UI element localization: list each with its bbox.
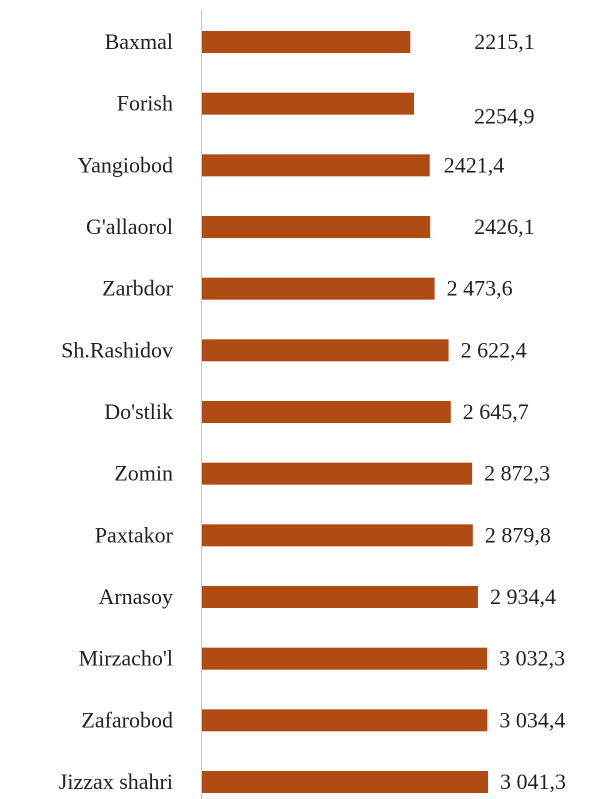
category-label: Jizzax shahri — [59, 769, 173, 794]
bar — [202, 524, 473, 547]
value-label: 2 934,4 — [490, 584, 556, 609]
bar — [202, 277, 435, 300]
bar — [202, 216, 431, 238]
value-label: 2421,4 — [444, 152, 505, 177]
category-label: Do'stlik — [104, 399, 173, 424]
category-label: G'allaorol — [86, 214, 173, 239]
value-label: 2 473,6 — [447, 276, 513, 301]
category-label: Mirzacho'l — [79, 646, 173, 671]
value-label: 2 645,7 — [463, 399, 529, 424]
bar — [202, 92, 415, 115]
category-label: Paxtakor — [95, 522, 174, 547]
value-label: 2426,1 — [474, 214, 534, 239]
value-label: 2 872,3 — [484, 461, 550, 486]
bar — [202, 154, 430, 177]
category-label: Zarbdor — [102, 276, 174, 301]
category-label: Baxmal — [105, 29, 173, 54]
value-label: 3 034,4 — [499, 707, 565, 732]
value-label: 3 032,3 — [499, 646, 565, 671]
value-label: 2254,9 — [474, 104, 535, 129]
category-label: Zomin — [114, 461, 173, 486]
bar — [202, 401, 451, 423]
value-label: 2 879,8 — [485, 522, 551, 547]
category-label: Yangiobod — [77, 152, 173, 177]
category-label: Zafarobod — [81, 707, 173, 732]
value-label: 3 041,3 — [500, 769, 566, 794]
bar — [202, 339, 449, 362]
bar — [202, 586, 478, 608]
bar — [202, 31, 411, 53]
bar — [202, 771, 488, 793]
category-label: Forish — [117, 91, 173, 116]
bar — [202, 709, 488, 732]
value-label: 2 622,4 — [461, 337, 527, 362]
bar — [202, 462, 473, 485]
value-label: 2215,1 — [474, 29, 534, 54]
bar — [202, 647, 488, 670]
category-label: Arnasoy — [98, 584, 173, 609]
category-label: Sh.Rashidov — [61, 337, 173, 362]
